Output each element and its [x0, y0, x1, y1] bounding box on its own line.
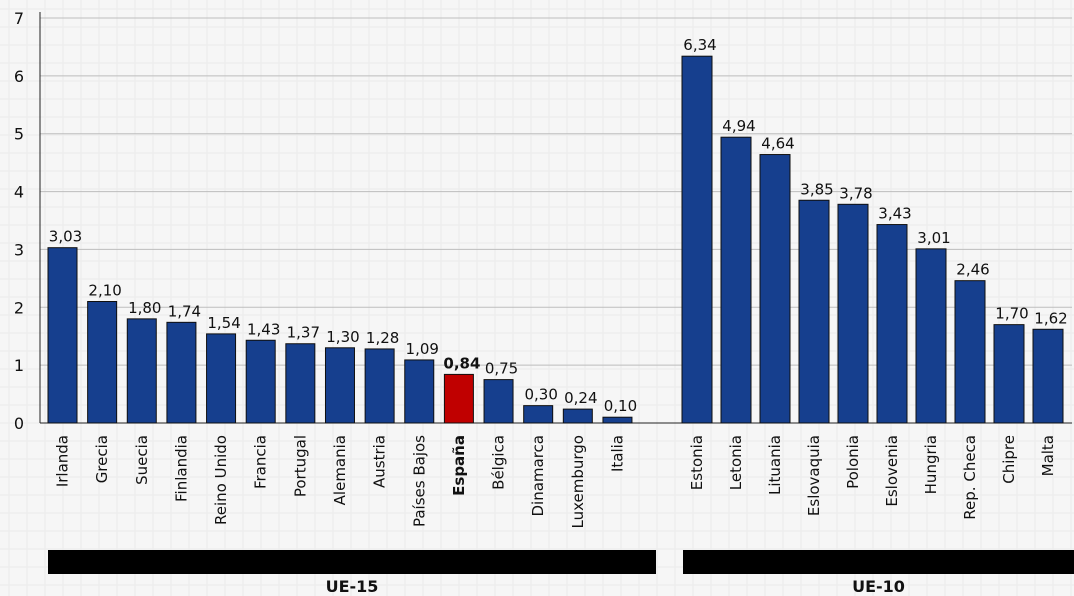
value-label-suecia: 1,80 [128, 299, 161, 317]
y-tick-label: 1 [14, 356, 24, 375]
x-tick-label-espana: España [450, 435, 468, 496]
y-tick-label: 2 [14, 298, 24, 317]
value-label-eslovaquia: 3,85 [800, 180, 833, 198]
value-labels: 3,03 2,10 1,80 1,74 1,54 1,43 1,37 1,30 1,28 1,09… [49, 36, 1068, 415]
x-tick-label-eslovaquia: Eslovaquia [805, 435, 823, 516]
group-bands: UE-15 UE-10 [48, 550, 1074, 596]
value-label-francia: 1,43 [247, 320, 280, 338]
value-label-austria: 1,28 [366, 329, 399, 347]
x-tick-label-hungria: Hungria [922, 435, 940, 494]
group-band-ue-15 [48, 550, 656, 574]
value-label-dinamarca: 0,30 [524, 386, 557, 404]
bar-suecia [126, 318, 157, 424]
x-tick-label-rep-checa: Rep. Checa [961, 435, 979, 520]
bar-letonia [720, 136, 752, 424]
value-label-alemania: 1,30 [326, 328, 359, 346]
y-tick-label: 6 [14, 67, 24, 86]
value-label-letonia: 4,94 [722, 117, 755, 135]
x-tick-label-letonia: Letonia [727, 435, 745, 490]
value-label-malta: 1,62 [1034, 309, 1067, 327]
x-tick-label-alemania: Alemania [331, 435, 349, 505]
value-label-eslovenia: 3,43 [878, 205, 911, 223]
bar-espana [443, 373, 474, 424]
x-tick-label-suecia: Suecia [133, 435, 151, 485]
bar-dinamarca [523, 405, 554, 424]
bar-paises-bajos [404, 359, 435, 424]
bar-eslovaquia [798, 199, 830, 424]
bar-portugal [285, 343, 316, 424]
bar-eslovenia [876, 224, 908, 424]
x-tick-label-estonia: Estonia [688, 435, 706, 490]
bar-austria [364, 348, 395, 424]
value-label-paises-bajos: 1,09 [406, 340, 439, 358]
group-label-ue-10: UE-10 [852, 577, 905, 596]
bar-rep-checa [954, 280, 986, 424]
x-tick-label-irlanda: Irlanda [54, 435, 72, 487]
x-tick-label-polonia: Polonia [844, 435, 862, 489]
x-tick-label-lituania: Lituania [766, 435, 784, 495]
x-axis-labels: Irlanda Grecia Suecia Finlandia Reino Unido F… [54, 435, 1058, 529]
value-label-hungria: 3,01 [917, 229, 950, 247]
bar-lituania [759, 154, 791, 424]
x-tick-label-dinamarca: Dinamarca [529, 435, 547, 517]
y-tick-label: 3 [14, 240, 24, 259]
value-label-lituania: 4,64 [761, 135, 794, 153]
value-label-espana: 0,84 [443, 354, 480, 372]
x-tick-label-luxemburgo: Luxemburgo [569, 435, 587, 529]
value-label-belgica: 0,75 [485, 360, 518, 378]
x-tick-label-eslovenia: Eslovenia [883, 435, 901, 507]
bar-belgica [483, 379, 514, 424]
bar-reino-unido [206, 333, 237, 424]
x-tick-label-austria: Austria [371, 435, 389, 488]
x-tick-label-chipre: Chipre [1000, 435, 1018, 484]
bar-polonia [837, 203, 869, 424]
y-tick-label: 5 [14, 125, 24, 144]
bar-finlandia [166, 321, 197, 424]
bar-estonia [681, 55, 713, 424]
bars [47, 55, 1064, 424]
value-label-estonia: 6,34 [683, 36, 716, 54]
group-label-ue-15: UE-15 [326, 577, 379, 596]
bar-grecia [87, 301, 118, 424]
value-label-reino-unido: 1,54 [207, 314, 240, 332]
bar-hungria [915, 248, 947, 424]
y-tick-label: 7 [14, 9, 24, 28]
bar-malta [1032, 328, 1064, 424]
value-label-finlandia: 1,74 [168, 302, 201, 320]
value-label-italia: 0,10 [604, 397, 637, 415]
x-tick-label-belgica: Bélgica [490, 435, 508, 490]
x-tick-label-italia: Italia [608, 435, 626, 472]
value-label-chipre: 1,70 [995, 305, 1028, 323]
x-tick-label-malta: Malta [1039, 435, 1057, 476]
value-label-grecia: 2,10 [88, 282, 121, 300]
group-band-ue-10 [683, 550, 1074, 574]
bar-chipre [993, 324, 1025, 424]
x-tick-label-portugal: Portugal [291, 435, 309, 497]
x-tick-label-reino-unido: Reino Unido [212, 435, 230, 525]
x-tick-label-francia: Francia [252, 435, 270, 489]
bar-alemania [324, 347, 355, 424]
bar-francia [245, 339, 276, 424]
value-label-luxemburgo: 0,24 [564, 389, 597, 407]
value-label-irlanda: 3,03 [49, 228, 82, 246]
x-tick-label-finlandia: Finlandia [172, 435, 190, 502]
bar-italia [602, 416, 633, 424]
bar-luxemburgo [562, 408, 593, 424]
value-label-rep-checa: 2,46 [956, 261, 989, 279]
y-tick-label: 0 [14, 414, 24, 433]
bar-irlanda [47, 247, 78, 424]
value-label-polonia: 3,78 [839, 184, 872, 202]
value-label-portugal: 1,37 [287, 324, 320, 342]
x-tick-label-grecia: Grecia [93, 435, 111, 483]
y-tick-label: 4 [14, 183, 24, 202]
x-tick-label-paises-bajos: Países Bajos [410, 435, 428, 527]
